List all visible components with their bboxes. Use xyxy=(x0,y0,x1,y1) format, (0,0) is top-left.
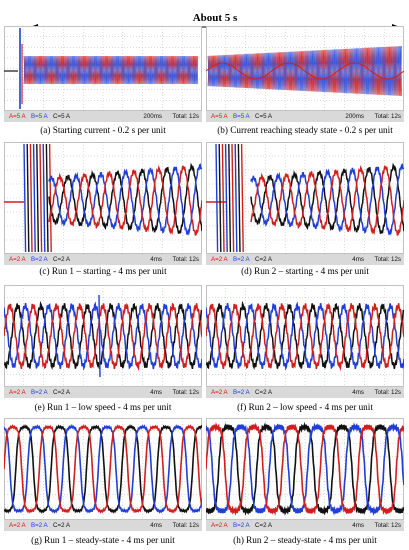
channel-b-scale: B=2 A xyxy=(31,256,48,263)
scope-panel-d: A=2 A B=2 A C=2 A 4ms Total: 12s xyxy=(206,142,404,265)
waveform-plot-h xyxy=(206,418,404,520)
phase-a-trace xyxy=(48,164,202,237)
caption-a: (a) Starting current - 0.2 s per unit xyxy=(40,125,166,135)
waveform-plot-g xyxy=(4,418,202,520)
waveform-plot-d xyxy=(206,142,404,254)
scope-status-bar: A=2 A B=2 A C=2 A 4ms Total: 12s xyxy=(206,520,404,531)
scope-panel-b: A=5 A B=5 A C=5 A 200ms Total: 12s xyxy=(206,26,404,122)
channel-b-scale: B=2 A xyxy=(233,522,250,529)
waveform-plot-a xyxy=(4,26,202,111)
total-time: Total: 12s xyxy=(374,113,401,120)
scope-status-bar: A=5 A B=5 A C=5 A 200ms Total: 12s xyxy=(4,111,202,122)
phase-b-glitch xyxy=(98,294,101,378)
total-time: Total: 12s xyxy=(374,522,401,529)
timebase: 4ms xyxy=(352,256,364,263)
scope-panel-a: A=5 A B=5 A C=5 A 200ms Total: 12s xyxy=(4,26,202,122)
timebase: 4ms xyxy=(352,522,364,529)
channel-a-scale: A=2 A xyxy=(9,256,26,263)
channel-c-scale: C=2 A xyxy=(255,389,273,396)
phase-b-trace xyxy=(206,422,404,517)
scope-status-bar: A=2 A B=2 A C=2 A 4ms Total: 12s xyxy=(4,254,202,265)
phase-a-trace xyxy=(206,62,404,80)
total-time: Total: 12s xyxy=(374,389,401,396)
scope-panel-c: A=2 A B=2 A C=2 A 4ms Total: 12s xyxy=(4,142,202,265)
phase-b-trace xyxy=(250,163,404,236)
phase-c-trace xyxy=(4,423,202,514)
channel-c-scale: C=2 A xyxy=(53,522,71,529)
channel-a-scale: A=2 A xyxy=(9,389,26,396)
inrush-spike xyxy=(23,143,52,253)
channel-c-scale: C=2 A xyxy=(53,256,71,263)
timebase: 200ms xyxy=(345,113,364,120)
caption-f: (f) Run 2 – low speed - 4 ms per unit xyxy=(237,402,373,412)
scope-status-bar: A=2 A B=2 A C=2 A 4ms Total: 12s xyxy=(206,387,404,398)
timebase: 4ms xyxy=(352,389,364,396)
channel-a-scale: A=2 A xyxy=(211,389,228,396)
scope-panel-f: A=2 A B=2 A C=2 A 4ms Total: 12s xyxy=(206,285,404,398)
caption-e: (e) Run 1 – low speed - 4 ms per unit xyxy=(34,402,172,412)
channel-a-scale: A=5 A xyxy=(9,113,26,120)
channel-a-scale: A=2 A xyxy=(211,522,228,529)
channel-c-scale: C=2 A xyxy=(53,389,71,396)
phase-a-trace xyxy=(250,164,404,237)
phase-b-trace xyxy=(4,423,202,514)
waveform-plot-e xyxy=(4,285,202,387)
timebase: 4ms xyxy=(150,256,162,263)
current-envelope xyxy=(23,55,199,85)
scope-grid xyxy=(206,285,404,387)
caption-b: (b) Current reaching steady state - 0.2 … xyxy=(217,125,393,135)
scope-panel-h: A=2 A B=2 A C=2 A 4ms Total: 12s xyxy=(206,418,404,531)
phase-a-trace xyxy=(206,422,404,516)
scope-status-bar: A=5 A B=5 A C=5 A 200ms Total: 12s xyxy=(206,111,404,122)
total-time: Total: 12s xyxy=(172,113,199,120)
channel-c-scale: C=5 A xyxy=(53,113,71,120)
duration-label: About 5 s xyxy=(192,12,238,24)
timebase: 4ms xyxy=(150,389,162,396)
phase-a-trace xyxy=(206,302,404,372)
timebase: 4ms xyxy=(150,522,162,529)
caption-c: (c) Run 1 – starting - 4 ms per unit xyxy=(39,266,167,276)
channel-b-scale: B=2 A xyxy=(233,389,250,396)
channel-a-scale: A=5 A xyxy=(211,113,228,120)
channel-b-scale: B=2 A xyxy=(31,389,48,396)
phase-a-trace xyxy=(4,423,202,514)
scope-grid xyxy=(4,285,202,387)
total-time: Total: 12s xyxy=(172,389,199,396)
caption-d: (d) Run 2 – starting - 4 ms per unit xyxy=(241,266,369,276)
scope-panel-g: A=2 A B=2 A C=2 A 4ms Total: 12s xyxy=(4,418,202,531)
phase-b-trace xyxy=(48,163,202,236)
scope-panel-e: A=2 A B=2 A C=2 A 4ms Total: 12s xyxy=(4,285,202,398)
phase-c-trace xyxy=(206,421,404,516)
total-time: Total: 12s xyxy=(172,256,199,263)
phase-a-trace xyxy=(4,302,202,372)
scope-status-bar: A=2 A B=2 A C=2 A 4ms Total: 12s xyxy=(4,520,202,531)
channel-b-scale: B=2 A xyxy=(31,522,48,529)
waveform-plot-b xyxy=(206,26,404,111)
inrush-spike xyxy=(215,143,244,253)
caption-g: (g) Run 1 – steady-state - 4 ms per unit xyxy=(31,535,175,545)
total-time: Total: 12s xyxy=(172,522,199,529)
channel-a-scale: A=2 A xyxy=(211,256,228,263)
channel-b-scale: B=5 A xyxy=(233,113,250,120)
timebase: 200ms xyxy=(143,113,162,120)
channel-b-scale: B=5 A xyxy=(31,113,48,120)
channel-b-scale: B=2 A xyxy=(233,256,250,263)
channel-c-scale: C=2 A xyxy=(255,522,273,529)
scope-status-bar: A=2 A B=2 A C=2 A 4ms Total: 12s xyxy=(4,387,202,398)
channel-c-scale: C=5 A xyxy=(255,113,273,120)
current-envelope xyxy=(207,45,402,97)
channel-a-scale: A=2 A xyxy=(9,522,26,529)
total-time: Total: 12s xyxy=(374,256,401,263)
waveform-plot-f xyxy=(206,285,404,387)
waveform-plot-c xyxy=(4,142,202,254)
scope-status-bar: A=2 A B=2 A C=2 A 4ms Total: 12s xyxy=(206,254,404,265)
channel-c-scale: C=2 A xyxy=(255,256,273,263)
caption-h: (h) Run 2 – steady-state - 4 ms per unit xyxy=(233,535,377,545)
